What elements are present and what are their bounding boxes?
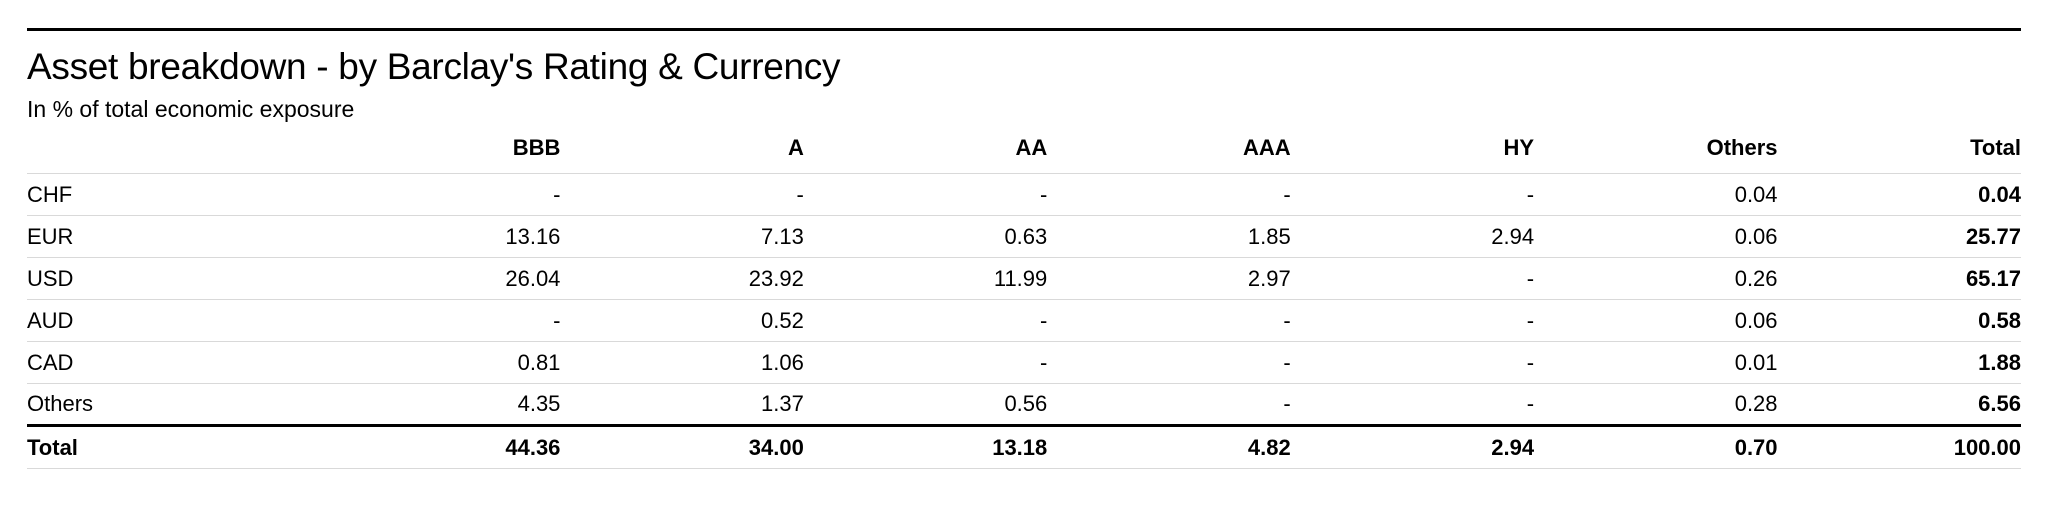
table-row-usd: USD 26.04 23.92 11.99 2.97 - 0.26 65.17 (27, 257, 2021, 300)
row-label: USD (27, 257, 317, 300)
table-cell: 0.06 (1534, 215, 1778, 258)
column-header-bbb: BBB (317, 123, 561, 174)
table-cell-row-total: 6.56 (1777, 383, 2021, 426)
row-label: AUD (27, 299, 317, 342)
table-cell: 0.28 (1534, 383, 1778, 426)
table-cell: - (1290, 383, 1535, 426)
table-cell: 0.81 (317, 341, 561, 384)
table-cell: 1.06 (560, 341, 804, 384)
table-cell: 23.92 (560, 257, 804, 300)
column-header-others: Others (1534, 123, 1778, 174)
page-title: Asset breakdown - by Barclay's Rating & … (27, 46, 841, 87)
table-cell: 2.97 (1047, 257, 1291, 300)
table-cell: 2.94 (1290, 215, 1535, 258)
table-cell: 0.26 (1534, 257, 1778, 300)
table-cell: 0.06 (1534, 299, 1778, 342)
table-cell: - (1047, 383, 1291, 426)
table-cell: - (803, 173, 1048, 216)
table-cell-row-total: 65.17 (1777, 257, 2021, 300)
table-cell: 0.56 (803, 383, 1048, 426)
table-cell: - (803, 341, 1048, 384)
total-cell: 2.94 (1290, 424, 1535, 469)
table-cell-row-total: 25.77 (1777, 215, 2021, 258)
table-total-row: Total 44.36 34.00 13.18 4.82 2.94 0.70 1… (27, 424, 2021, 469)
table-cell: 0.52 (560, 299, 804, 342)
table-cell: - (317, 173, 561, 216)
table-cell: - (1290, 341, 1535, 384)
total-row-label: Total (27, 424, 317, 469)
table-cell: 11.99 (803, 257, 1048, 300)
table-cell: - (560, 173, 804, 216)
row-label: CHF (27, 173, 317, 216)
table-row-others: Others 4.35 1.37 0.56 - - 0.28 6.56 (27, 383, 2021, 426)
table-header-row: BBB A AA AAA HY Others Total (27, 123, 2021, 174)
total-cell: 34.00 (560, 424, 804, 469)
row-label: CAD (27, 341, 317, 384)
page-subtitle: In % of total economic exposure (27, 96, 355, 122)
top-heavy-rule (27, 28, 2021, 31)
row-label: Others (27, 383, 317, 426)
table-cell: 4.35 (317, 383, 561, 426)
total-cell: 4.82 (1047, 424, 1291, 469)
table-cell: 0.63 (803, 215, 1048, 258)
table-cell: - (1290, 173, 1535, 216)
total-cell: 13.18 (803, 424, 1048, 469)
table-row-aud: AUD - 0.52 - - - 0.06 0.58 (27, 299, 2021, 342)
table-cell: 26.04 (317, 257, 561, 300)
table-cell-row-total: 0.04 (1777, 173, 2021, 216)
table-row-cad: CAD 0.81 1.06 - - - 0.01 1.88 (27, 341, 2021, 384)
table-cell: 0.01 (1534, 341, 1778, 384)
table-cell: - (317, 299, 561, 342)
column-header-a: A (560, 123, 804, 174)
total-cell: 0.70 (1534, 424, 1778, 469)
column-header-aa: AA (803, 123, 1048, 174)
table-cell: 0.04 (1534, 173, 1778, 216)
table-cell: 13.16 (317, 215, 561, 258)
table-cell-row-total: 0.58 (1777, 299, 2021, 342)
total-cell-grand-total: 100.00 (1777, 424, 2021, 469)
table-cell: - (1047, 341, 1291, 384)
table-cell: - (1290, 257, 1535, 300)
row-label-column-header (27, 123, 317, 174)
table-cell: 1.37 (560, 383, 804, 426)
table-cell-row-total: 1.88 (1777, 341, 2021, 384)
total-cell: 44.36 (317, 424, 561, 469)
table-cell: - (803, 299, 1048, 342)
table-row-chf: CHF - - - - - 0.04 0.04 (27, 173, 2021, 216)
table-cell: 1.85 (1047, 215, 1291, 258)
table-row-eur: EUR 13.16 7.13 0.63 1.85 2.94 0.06 25.77 (27, 215, 2021, 258)
table-cell: - (1290, 299, 1535, 342)
row-label: EUR (27, 215, 317, 258)
table-cell: 7.13 (560, 215, 804, 258)
table-cell: - (1047, 173, 1291, 216)
table-cell: - (1047, 299, 1291, 342)
report-section: Asset breakdown - by Barclay's Rating & … (0, 28, 2050, 469)
asset-breakdown-table: BBB A AA AAA HY Others Total CHF - - - -… (27, 123, 2021, 469)
column-header-hy: HY (1290, 123, 1535, 174)
column-header-aaa: AAA (1047, 123, 1291, 174)
column-header-total: Total (1777, 123, 2021, 174)
